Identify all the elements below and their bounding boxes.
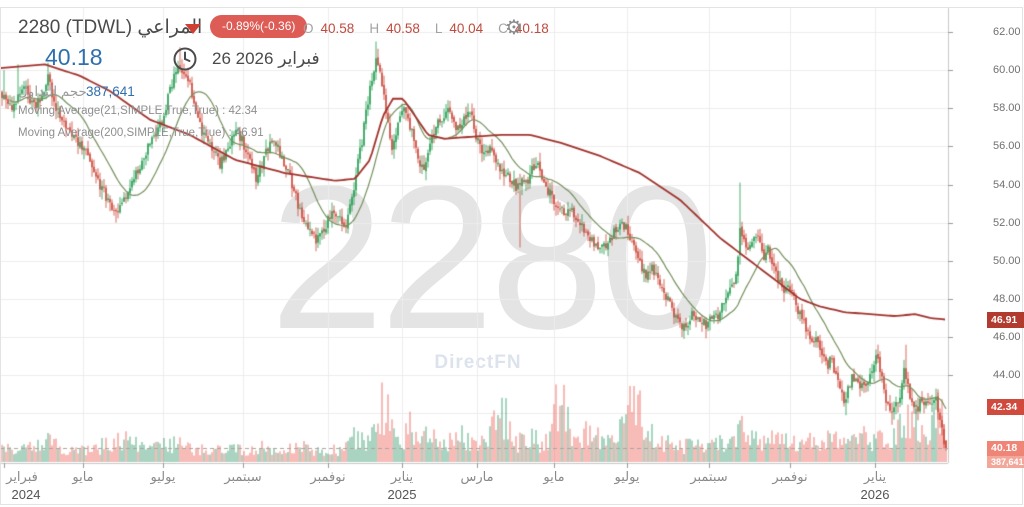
year-axis-label: 2026 (860, 487, 890, 502)
price-axis-label: 46.00 (993, 331, 1021, 344)
month-axis-label: يوليو (614, 469, 640, 484)
price-axis-label: 54.00 (993, 178, 1021, 191)
price-axis-label: 62.00 (993, 26, 1021, 38)
month-axis-label: يوليو (150, 469, 176, 484)
settings-gear-icon[interactable]: ⚙ (505, 17, 523, 39)
ohlc-open-label: O (303, 21, 314, 36)
price-axis-label: 48.00 (993, 292, 1021, 305)
ma21-value-badge: 42.34 (987, 398, 1024, 415)
clock-icon (172, 46, 198, 77)
price-axis-label: 52.00 (993, 216, 1021, 229)
volume-value: 387,641 (86, 84, 135, 99)
ma21-legend: Moving Average(21,SIMPLE,True,True) : 42… (18, 105, 258, 117)
ohlc-high-label: H (369, 21, 380, 36)
ohlc-close-label: C (498, 21, 508, 36)
price-axis-label: 50.00 (993, 254, 1021, 267)
month-axis-label: يناير (390, 469, 414, 484)
year-axis-label: 2025 (387, 487, 417, 502)
month-axis-label: سبتمبر (690, 469, 728, 484)
price-axis-label: 60.00 (993, 64, 1021, 77)
change-badge: -0.89%(-0.36) (210, 15, 308, 38)
price-down-triangle-icon (185, 24, 201, 34)
month-axis-label: مارس (460, 469, 494, 484)
ohlc-low-label: L (434, 21, 443, 36)
price-axis-label: 56.00 (993, 140, 1021, 153)
price-axis-label: 44.00 (993, 369, 1021, 382)
ohlc-close-value: 40.18 (514, 21, 549, 36)
month-axis-label: سبتمبر (224, 469, 262, 484)
last-price-value: 40.18 (45, 44, 103, 70)
chart-date: 26 2026 فبراير (212, 49, 320, 68)
volume-label: حجم التداول (18, 84, 87, 99)
ohlc-high-value: 40.58 (386, 21, 420, 36)
price-axis-label: 58.00 (993, 102, 1021, 115)
symbol-title: 2280 (TDWL) المراعي (18, 17, 203, 38)
ohlc-open-value: 40.58 (320, 21, 355, 36)
ohlc-row: O 40.58 H 40.58 L 40.04 C 40.18 (303, 21, 564, 36)
last-price-badge: 40.18 (987, 440, 1024, 456)
month-axis-label: نوفمبر (310, 469, 346, 484)
year-axis-label: 2024 (11, 487, 41, 502)
month-axis-label: مايو (543, 469, 565, 484)
month-axis-label: فبراير (6, 469, 38, 484)
last-volume-badge: 387,641 (987, 455, 1024, 468)
ma200-value-badge: 46.91 (987, 311, 1024, 328)
ohlc-low-value: 40.04 (449, 21, 484, 36)
month-axis-label: يناير (863, 469, 887, 484)
month-axis-label: نوفمبر (772, 469, 808, 484)
ma200-legend: Moving Average(200,SIMPLE,True,True) : 4… (18, 127, 264, 139)
month-axis-label: مايو (72, 469, 94, 484)
